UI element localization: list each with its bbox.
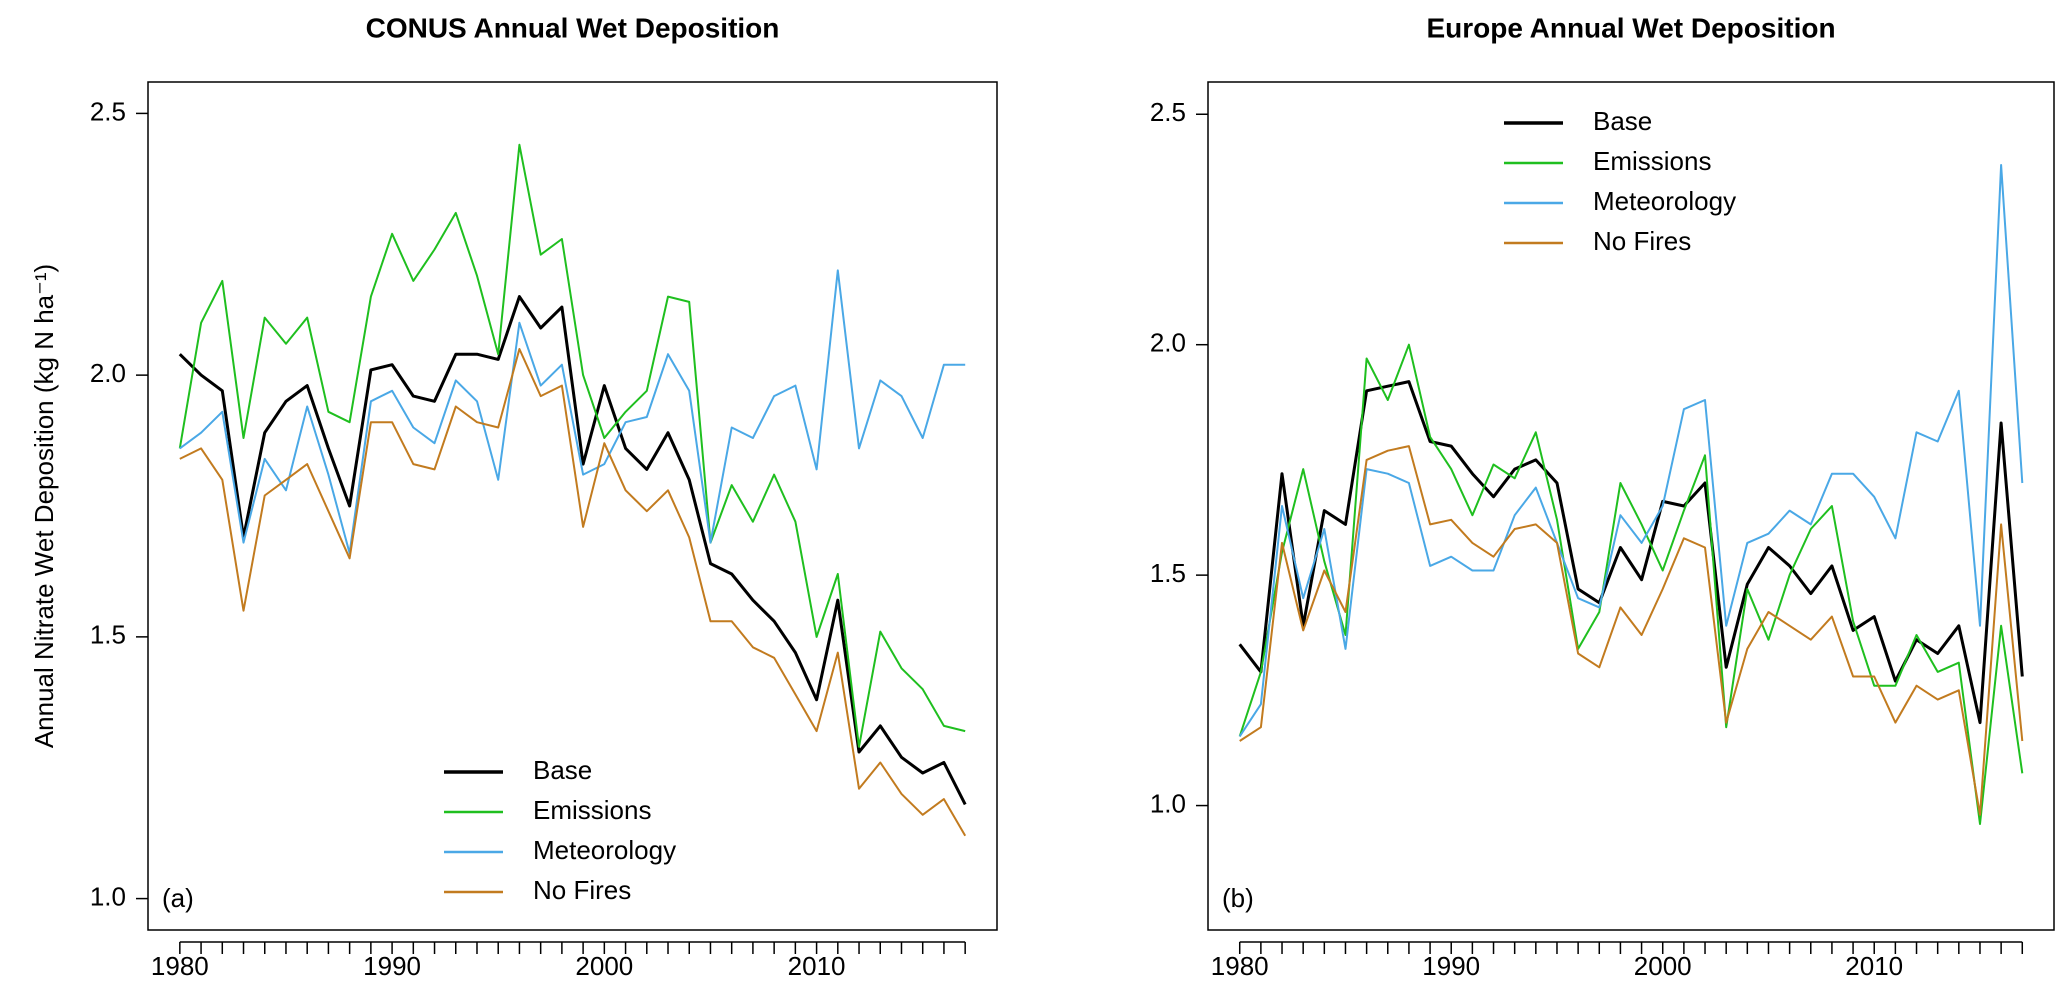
- y-tick-label: 2.0: [1150, 328, 1186, 358]
- panel-label: (b): [1222, 883, 1254, 913]
- y-tick-label: 2.5: [90, 96, 126, 126]
- series-line: [1239, 445, 2024, 816]
- y-tick-label: 1.5: [1150, 558, 1186, 588]
- y-tick-label: 1.5: [90, 620, 126, 650]
- legend-label: Emissions: [533, 795, 651, 825]
- series-line: [179, 348, 967, 837]
- series-line: [178, 295, 967, 806]
- y-axis-label: Annual Nitrate Wet Deposition (kg N ha⁻¹…: [29, 264, 59, 748]
- chart-title: Europe Annual Wet Deposition: [1426, 12, 1835, 43]
- y-tick-label: 1.0: [90, 881, 126, 911]
- legend-label: No Fires: [1593, 226, 1691, 256]
- x-tick-label: 2000: [575, 951, 633, 981]
- plot-frame: [1207, 81, 2055, 931]
- x-tick-label: 1980: [1211, 951, 1269, 981]
- y-tick-label: 1.0: [1150, 788, 1186, 818]
- legend-label: Base: [1593, 106, 1652, 136]
- plot-frame: [147, 81, 998, 931]
- panel-label: (a): [162, 883, 194, 913]
- legend-label: Meteorology: [533, 835, 676, 865]
- y-tick-label: 2.0: [90, 358, 126, 388]
- x-tick-label: 1990: [363, 951, 421, 981]
- series-line: [178, 143, 966, 748]
- y-tick-label: 2.5: [1150, 97, 1186, 127]
- x-tick-label: 1990: [1422, 951, 1480, 981]
- legend-label: No Fires: [533, 875, 631, 905]
- series-line: [1238, 380, 2024, 725]
- series-line: [1238, 343, 2024, 825]
- x-tick-label: 2000: [1634, 951, 1692, 981]
- chart-title: CONUS Annual Wet Deposition: [366, 12, 780, 43]
- x-tick-label: 1980: [151, 951, 209, 981]
- series-line: [179, 269, 966, 555]
- legend-label: Base: [533, 755, 592, 785]
- x-tick-label: 2010: [1845, 951, 1903, 981]
- series-line: [1238, 164, 2024, 737]
- x-tick-label: 2010: [788, 951, 846, 981]
- legend-label: Emissions: [1593, 146, 1711, 176]
- legend-label: Meteorology: [1593, 186, 1736, 216]
